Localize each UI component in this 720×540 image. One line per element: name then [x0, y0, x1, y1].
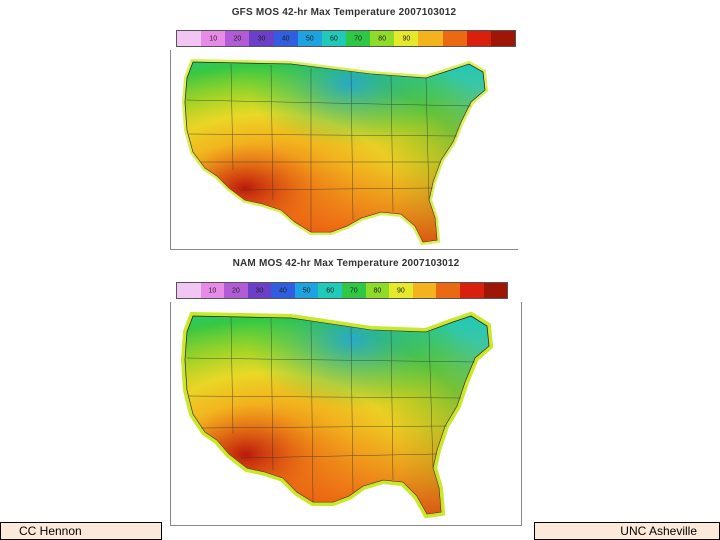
nam-map-frame	[170, 302, 522, 526]
nam-colorbar: 10 20 30 40 50 60 70 80 90	[176, 282, 508, 299]
colorbar-segment	[201, 31, 226, 46]
nam-state-borders	[186, 316, 476, 503]
colorbar-segment	[271, 283, 295, 298]
colorbar-segment	[177, 283, 201, 298]
colorbar-tick-label: 70	[349, 287, 358, 294]
colorbar-segment	[273, 31, 298, 46]
colorbar-segment	[389, 283, 413, 298]
colorbar-tick-label: 80	[378, 35, 387, 42]
gfs-temperature-map	[181, 58, 489, 246]
colorbar-tick-label: 60	[326, 287, 335, 294]
colorbar-segment	[224, 283, 248, 298]
colorbar-segment	[225, 31, 250, 46]
gfs-map-title: GFS MOS 42-hr Max Temperature 2007103012	[231, 7, 457, 18]
colorbar-segment	[483, 283, 508, 298]
colorbar-tick-label: 70	[354, 35, 362, 42]
colorbar-tick-label: 20	[233, 35, 242, 42]
colorbar-segment	[412, 283, 437, 298]
gfs-state-borders	[186, 63, 472, 232]
footer-institution: UNC Asheville	[534, 522, 720, 540]
gfs-colorbar: 10 20 30 40 50 60 70 80 90	[176, 30, 516, 47]
colorbar-tick-label: 30	[255, 287, 264, 294]
colorbar-segment	[249, 31, 274, 46]
colorbar-tick-label: 30	[257, 35, 266, 42]
colorbar-segment	[297, 31, 322, 46]
colorbar-tick-label: 80	[373, 287, 382, 294]
colorbar-segment	[394, 31, 419, 46]
colorbar-segment	[442, 31, 467, 46]
nam-map-panel: NAM MOS 42-hr Max Temperature 2007103012…	[168, 252, 524, 528]
colorbar-tick-label: 40	[279, 287, 287, 294]
colorbar-tick-label: 10	[208, 287, 217, 294]
gfs-map-panel: GFS MOS 42-hr Max Temperature 2007103012…	[168, 0, 520, 252]
colorbar-segment	[459, 283, 484, 298]
nam-map-title: NAM MOS 42-hr Max Temperature 2007103012	[232, 258, 460, 269]
colorbar-segment	[318, 283, 343, 298]
colorbar-segment	[177, 31, 202, 46]
colorbar-segment	[321, 31, 346, 46]
colorbar-tick-label: 90	[397, 287, 405, 294]
colorbar-segment	[370, 31, 395, 46]
colorbar-tick-label: 90	[402, 35, 411, 42]
colorbar-segment	[342, 283, 366, 298]
colorbar-tick-label: 40	[281, 35, 290, 42]
colorbar-segment	[418, 31, 443, 46]
colorbar-segment	[365, 283, 390, 298]
colorbar-segment	[466, 31, 491, 46]
colorbar-segment	[294, 283, 319, 298]
colorbar-tick-label: 50	[305, 35, 314, 42]
colorbar-tick-label: 10	[209, 35, 218, 42]
gfs-map-frame	[170, 50, 518, 250]
footer-author: CC Hennon	[0, 522, 162, 540]
colorbar-segment	[436, 283, 460, 298]
colorbar-tick-label: 20	[232, 287, 240, 294]
colorbar-tick-label: 50	[302, 287, 311, 294]
nam-temperature-map	[180, 311, 494, 519]
colorbar-tick-label: 60	[330, 35, 338, 42]
colorbar-segment	[490, 31, 515, 46]
colorbar-segment	[200, 283, 225, 298]
colorbar-segment	[247, 283, 272, 298]
colorbar-segment	[345, 31, 371, 46]
